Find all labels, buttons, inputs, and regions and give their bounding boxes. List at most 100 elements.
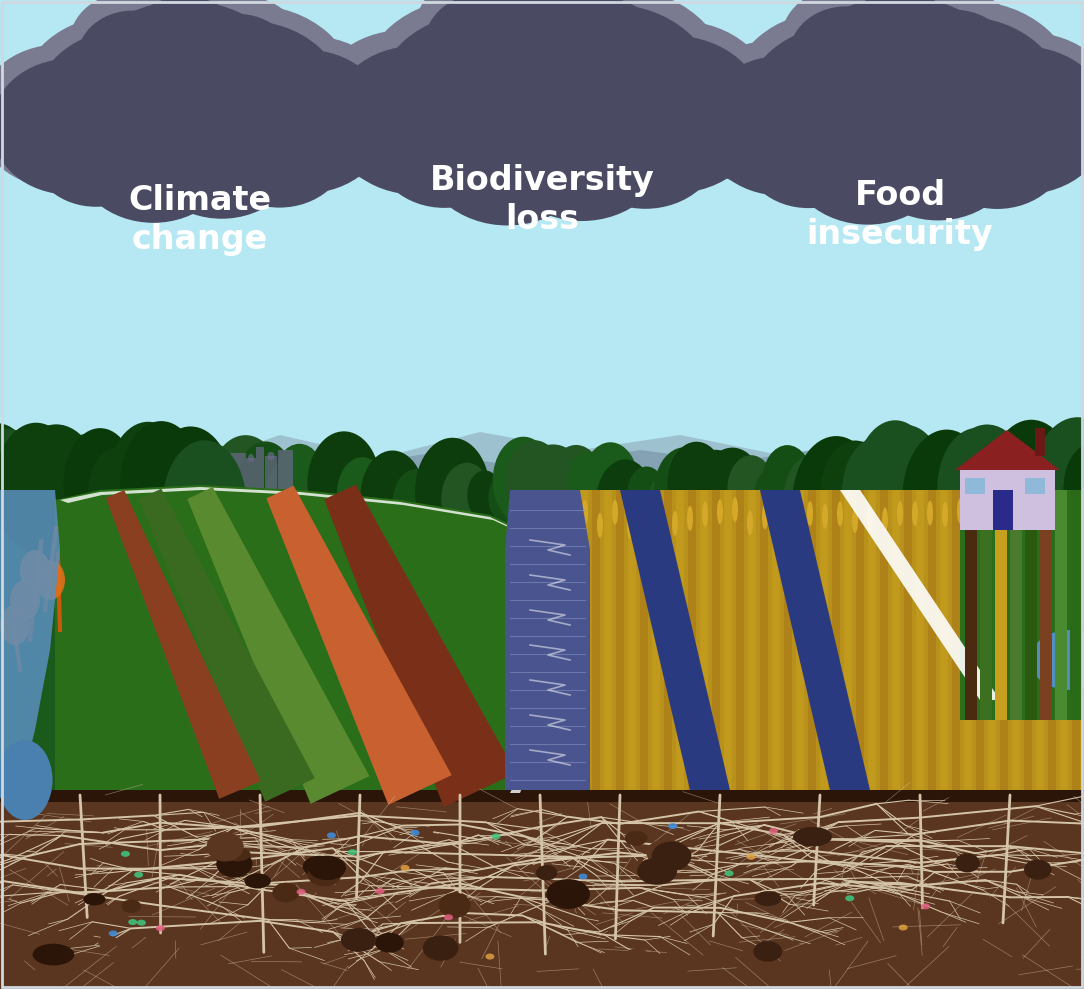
Ellipse shape [88,448,144,533]
Ellipse shape [597,513,603,538]
Ellipse shape [496,53,679,211]
Ellipse shape [248,454,254,462]
Ellipse shape [392,470,439,535]
Ellipse shape [754,891,782,906]
Ellipse shape [537,0,662,106]
Ellipse shape [926,86,1069,209]
Ellipse shape [700,56,862,196]
Ellipse shape [308,863,341,886]
Bar [163,445,173,490]
Ellipse shape [879,434,945,529]
Ellipse shape [216,452,257,509]
Bar [628,490,636,790]
Bar [278,450,293,490]
Ellipse shape [782,0,1019,202]
Ellipse shape [583,36,765,193]
Ellipse shape [857,62,1029,211]
Bar [0,790,1084,802]
Ellipse shape [943,424,1032,562]
Ellipse shape [411,830,420,836]
Polygon shape [0,432,1084,495]
Ellipse shape [762,445,813,517]
Ellipse shape [942,502,948,527]
Ellipse shape [624,831,647,846]
Ellipse shape [64,428,137,541]
Bar [1012,490,1020,790]
Ellipse shape [218,456,225,464]
Ellipse shape [547,445,604,525]
Ellipse shape [896,500,903,526]
Bar [820,490,828,790]
Ellipse shape [867,507,873,532]
Ellipse shape [210,88,349,208]
Ellipse shape [361,450,425,542]
Bar [651,490,660,790]
Ellipse shape [128,919,138,925]
Ellipse shape [679,450,752,556]
Ellipse shape [216,851,253,877]
Text: Biodiversity
loss: Biodiversity loss [429,164,655,235]
Ellipse shape [882,507,888,532]
Ellipse shape [0,431,34,541]
Ellipse shape [473,0,611,77]
Ellipse shape [990,445,1051,534]
Polygon shape [620,490,730,790]
Ellipse shape [582,500,588,525]
Ellipse shape [138,446,144,454]
Ellipse shape [99,935,118,948]
Ellipse shape [651,842,692,870]
Ellipse shape [687,505,693,531]
Ellipse shape [806,501,813,526]
Ellipse shape [415,0,542,83]
Ellipse shape [535,865,557,880]
Bar [1070,490,1082,720]
Ellipse shape [837,501,843,526]
Ellipse shape [777,498,783,523]
Ellipse shape [308,431,380,535]
Ellipse shape [214,78,357,202]
Ellipse shape [476,0,608,91]
Ellipse shape [327,833,336,839]
Ellipse shape [21,48,171,174]
Ellipse shape [672,510,678,536]
Ellipse shape [972,498,978,524]
Ellipse shape [917,434,991,539]
Ellipse shape [792,448,860,544]
Ellipse shape [90,0,217,101]
Bar [1024,490,1032,790]
Ellipse shape [814,451,875,537]
Bar [1055,490,1067,720]
Ellipse shape [361,34,527,172]
Ellipse shape [14,459,62,527]
Ellipse shape [1063,443,1084,532]
Ellipse shape [113,445,176,535]
Ellipse shape [467,471,502,520]
Polygon shape [960,490,1084,720]
Bar [604,490,612,790]
Ellipse shape [866,0,1009,110]
Bar [1025,490,1037,720]
Bar [1040,490,1051,720]
Bar [976,490,984,790]
Ellipse shape [180,14,295,114]
Ellipse shape [0,422,78,552]
Ellipse shape [747,510,753,535]
Ellipse shape [929,76,1076,204]
Bar [616,490,624,790]
Ellipse shape [33,30,222,193]
Ellipse shape [136,463,183,532]
Ellipse shape [373,85,515,208]
Bar [784,490,792,790]
Ellipse shape [843,449,909,544]
Polygon shape [267,486,452,805]
Ellipse shape [984,466,1036,540]
Ellipse shape [50,434,126,542]
Ellipse shape [444,914,453,921]
Ellipse shape [121,851,130,856]
Ellipse shape [423,936,459,960]
Ellipse shape [972,461,1008,511]
Ellipse shape [31,95,160,207]
Ellipse shape [150,21,346,191]
Bar [664,490,672,790]
Ellipse shape [10,580,40,620]
